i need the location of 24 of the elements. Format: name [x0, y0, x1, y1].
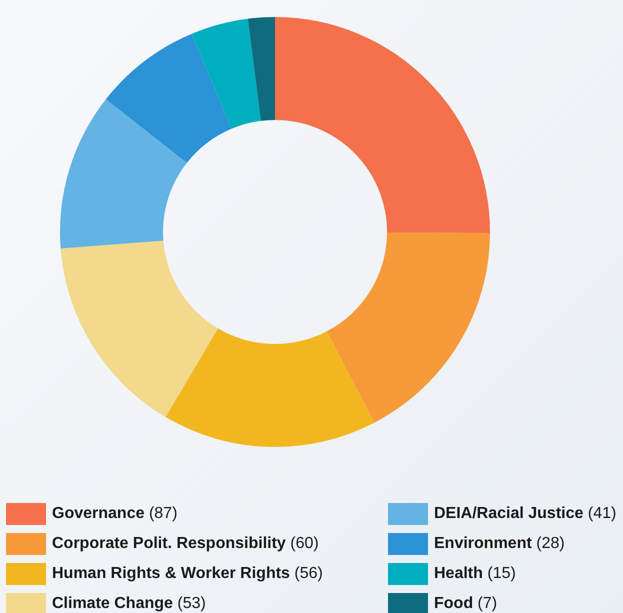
legend-label: Environment [434, 535, 532, 552]
donut-slice [192, 18, 261, 129]
donut-slice [326, 232, 490, 423]
data-label: (56) [294, 565, 323, 582]
data-label: (87) [148, 505, 178, 522]
donut-slice [275, 17, 490, 233]
legend-label: Climate Change [52, 595, 173, 612]
legend-label: Corporate Polit. Responsibility [52, 535, 286, 552]
donut-slice [60, 99, 187, 249]
legend-label: DEIA/Racial Justice [434, 505, 584, 522]
donut-slice [60, 240, 218, 418]
legend-label: Health [434, 565, 483, 582]
data-label: (28) [536, 535, 565, 552]
data-label: (60) [290, 535, 319, 552]
data-label: (15) [487, 565, 516, 582]
legend-label: Governance [52, 505, 144, 522]
donut-slice [166, 328, 374, 447]
donut-slice [248, 17, 275, 121]
data-label: (53) [177, 595, 206, 612]
data-label: (41) [588, 505, 616, 522]
legend-label: Human Rights & Worker Rights [52, 565, 290, 582]
legend-label: Food [434, 595, 474, 612]
data-label: (7) [478, 595, 498, 612]
donut-slice [106, 34, 232, 163]
